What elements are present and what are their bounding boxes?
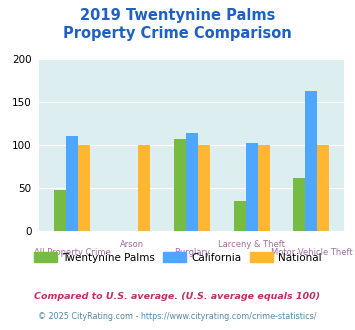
Text: 2019 Twentynine Palms: 2019 Twentynine Palms xyxy=(80,8,275,23)
Bar xyxy=(78,145,90,231)
Text: Burglary: Burglary xyxy=(174,248,210,257)
Bar xyxy=(317,145,329,231)
Text: All Property Crime: All Property Crime xyxy=(34,248,110,257)
Text: © 2025 CityRating.com - https://www.cityrating.com/crime-statistics/: © 2025 CityRating.com - https://www.city… xyxy=(38,312,317,321)
Bar xyxy=(138,145,150,231)
Bar xyxy=(66,136,78,231)
Text: Compared to U.S. average. (U.S. average equals 100): Compared to U.S. average. (U.S. average … xyxy=(34,292,321,301)
Legend: Twentynine Palms, California, National: Twentynine Palms, California, National xyxy=(29,248,326,267)
Bar xyxy=(234,201,246,231)
Text: Property Crime Comparison: Property Crime Comparison xyxy=(63,26,292,41)
Bar xyxy=(198,145,210,231)
Bar xyxy=(294,178,305,231)
Text: Motor Vehicle Theft: Motor Vehicle Theft xyxy=(271,248,352,257)
Bar xyxy=(186,133,198,231)
Bar xyxy=(54,190,66,231)
Bar xyxy=(305,91,317,231)
Bar xyxy=(174,139,186,231)
Bar xyxy=(246,143,257,231)
Text: Arson: Arson xyxy=(120,240,144,248)
Text: Larceny & Theft: Larceny & Theft xyxy=(218,240,285,248)
Bar xyxy=(257,145,269,231)
